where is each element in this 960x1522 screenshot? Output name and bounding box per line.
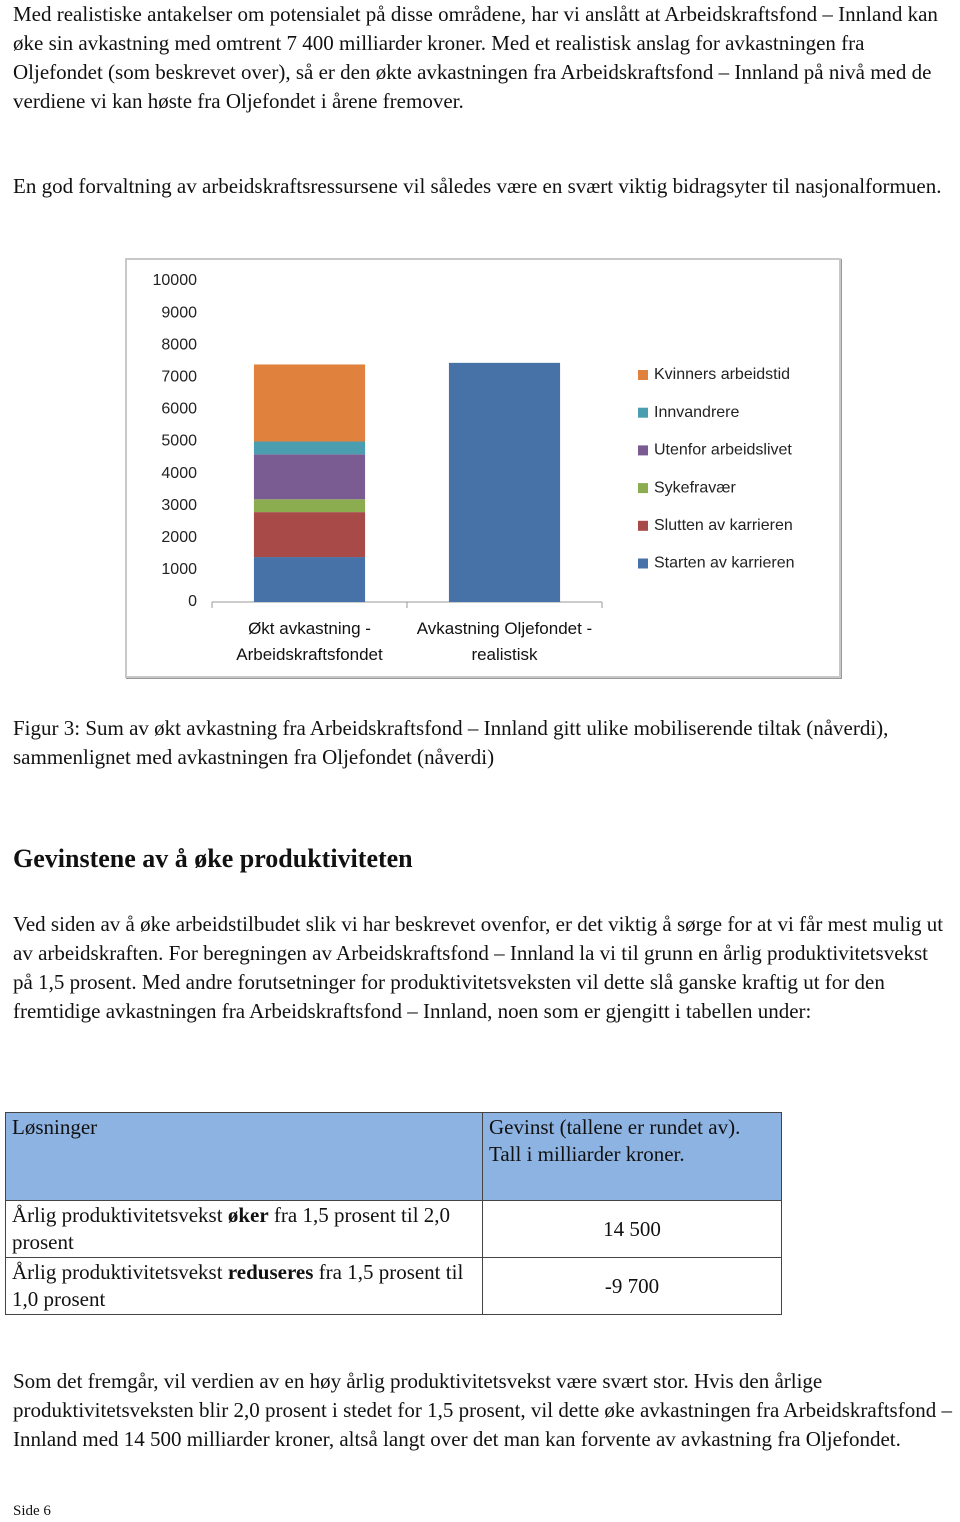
y-tick-label: 6000 <box>161 401 197 418</box>
y-tick-label: 10000 <box>153 272 198 289</box>
legend-label: Sykefravær <box>654 479 736 496</box>
legend-label: Starten av karrieren <box>654 555 795 572</box>
legend-swatch <box>638 558 648 569</box>
y-tick-label: 9000 <box>161 304 197 321</box>
legend-swatch <box>638 520 648 531</box>
bar-segment <box>253 499 366 513</box>
table-header: Løsninger <box>5 1112 483 1201</box>
legend-label: Kvinners arbeidstid <box>654 366 790 383</box>
table-cell: -9 700 <box>482 1257 782 1315</box>
cell-bold: reduseres <box>227 1260 314 1284</box>
table-cell: Årlig produktivitetsvekst øker fra 1,5 p… <box>5 1200 483 1258</box>
cell-text: fra 1,5 prosent til 2,0 prosent <box>12 1203 451 1254</box>
paragraph: Ved siden av å øke arbeidstilbudet slik … <box>13 912 944 1023</box>
footer: Side 6 <box>13 1503 51 1519</box>
y-tick-label: 7000 <box>161 369 197 386</box>
paragraph: En god forvaltning av arbeidskraftsressu… <box>13 174 942 198</box>
bar-segment <box>253 441 366 455</box>
chart-plot: 0 1000 2000 3000 4000 5000 6000 7000 8000 9000 100… <box>153 272 795 610</box>
y-tick-label: 0 <box>188 593 197 610</box>
table-cell: Årlig produktivitetsvekst reduseres fra … <box>5 1257 483 1315</box>
bar-segment <box>253 364 366 442</box>
legend-swatch <box>638 407 648 418</box>
x-tick-label: Avkastning Oljefondet - realistisk <box>416 619 593 664</box>
x-tick-label: Økt avkastning - Arbeidskraftsfondet <box>236 619 383 664</box>
table: Løsninger Gevinst (tallene er rundet av).… <box>5 1112 782 1315</box>
legend-label: Utenfor arbeidslivet <box>654 442 792 459</box>
legend-swatch <box>638 445 648 456</box>
bar-segment <box>253 454 366 500</box>
cell-text: fra 1,5 prosent til 1,0 prosent <box>12 1260 464 1311</box>
bar-segment <box>253 512 366 558</box>
legend-label: Slutten av karrieren <box>654 517 793 534</box>
bar-segment <box>253 557 366 602</box>
caption: Figur 3: Sum av økt avkastning fra Arbei… <box>13 716 889 769</box>
cell-bold: øker <box>227 1203 269 1227</box>
table-header: Gevinst (tallene er rundet av). Tall i m… <box>482 1112 782 1201</box>
legend-swatch <box>638 370 648 380</box>
y-tick-label: 8000 <box>161 336 197 353</box>
y-tick-label: 5000 <box>161 433 197 450</box>
bar-segment <box>448 362 561 602</box>
cell-text: Årlig produktivitetsvekst <box>12 1203 228 1227</box>
legend-label: Innvandrere <box>654 404 739 421</box>
y-tick-label: 1000 <box>161 561 197 578</box>
cell-text: Årlig produktivitetsvekst <box>12 1260 228 1284</box>
y-tick-label: 4000 <box>161 465 197 482</box>
y-tick-label: 3000 <box>161 497 197 514</box>
table-cell: 14 500 <box>482 1200 782 1258</box>
paragraph: Som det fremgår, vil verdien av en høy å… <box>13 1369 952 1451</box>
paragraph: Med realistiske antakelser om potensiale… <box>13 2 938 113</box>
legend-swatch <box>638 483 648 494</box>
y-tick-label: 2000 <box>161 529 197 546</box>
heading: Gevinstene av å øke produktiviteten <box>13 844 413 873</box>
chart: 0 1000 2000 3000 4000 5000 6000 7000 8000 9000 100… <box>125 258 841 678</box>
